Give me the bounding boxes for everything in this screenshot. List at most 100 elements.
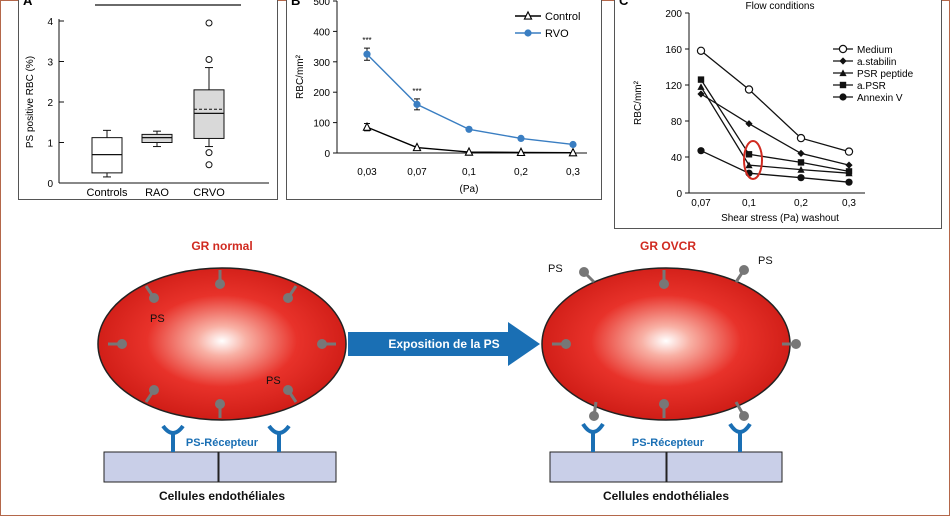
exposure-arrow-label: Exposition de la PS: [388, 337, 499, 351]
left-rbc-title: GR normal: [191, 239, 252, 253]
data-point: [797, 159, 805, 166]
x-tick-label: 0,03: [357, 167, 377, 178]
legend-marker: [524, 29, 532, 37]
legend-label: Annexin V: [857, 93, 903, 104]
x-tick-label: 0,2: [514, 167, 528, 178]
right-receptor-label: PS-Récepteur: [632, 437, 705, 449]
y-tick-label: 200: [665, 9, 682, 20]
y-tick-label: 80: [671, 117, 683, 128]
y-axis-label: RBC/mm²: [633, 80, 644, 125]
ps-head: [791, 339, 801, 349]
ps-molecule: [283, 285, 298, 303]
legend-marker: [838, 44, 848, 54]
data-point: [696, 46, 706, 56]
data-point: [745, 120, 753, 128]
ps-head: [561, 339, 571, 349]
data-point: [745, 151, 753, 158]
ps-head: [317, 339, 327, 349]
legend-marker: [839, 69, 847, 77]
x-tick-label: 0,1: [462, 167, 476, 178]
ps-molecule: [215, 270, 225, 289]
ps-label-left-2: PS: [266, 375, 281, 387]
significance-label: ***: [362, 36, 371, 45]
ps-molecule: [579, 267, 596, 284]
chart-b: 0 100 200 300 400 500 RBC/mm² 0,03 0,07 0,1 0,2 0,3…: [295, 0, 587, 195]
legend-marker: [839, 81, 847, 89]
data-point: [744, 85, 754, 94]
y-axis-label: RBC/mm²: [295, 54, 306, 99]
ps-receptor: [161, 424, 185, 452]
exposure-arrow: Exposition de la PS: [348, 322, 540, 366]
endothelial-cell: [103, 451, 219, 483]
x-tick-label: 0,1: [742, 198, 756, 209]
x-tick-label: CRVO: [193, 187, 225, 199]
x-axis-label: (Pa): [460, 184, 479, 195]
legend-marker: [839, 93, 847, 101]
data-point: [845, 168, 853, 175]
legend-marker: [523, 10, 533, 20]
ps-head: [283, 293, 293, 303]
x-tick-label: 0,2: [794, 198, 808, 209]
legend-label: PSR peptide: [857, 69, 914, 80]
ps-molecule: [283, 385, 298, 403]
data-point: [697, 90, 705, 98]
box-iqr: [193, 89, 225, 139]
ps-label-right-2: PS: [758, 255, 773, 267]
box-rao: [141, 130, 173, 148]
right-endothelium: PS-Récepteur Cellules endothéliales: [549, 422, 783, 503]
ps-molecule: [144, 385, 159, 403]
right-rbc: [541, 265, 801, 421]
series-psr-peptide: [697, 83, 853, 177]
series-line: [700, 150, 850, 183]
outlier-point: [205, 55, 213, 63]
series-a-stabilin: [697, 90, 853, 169]
series-line: [700, 79, 850, 173]
panel-a: A 0 1 2 3 4 PS positive RBC (%) Controls RAO CRV…: [18, 0, 278, 200]
ps-label-right-1: PS: [548, 263, 563, 275]
y-tick-label: 200: [313, 88, 330, 99]
y-tick-label: 500: [313, 0, 330, 8]
y-tick-label: 3: [47, 58, 53, 69]
data-point: [363, 50, 371, 58]
data-point: [464, 146, 474, 156]
data-point: [797, 174, 805, 182]
panel-a-label: A: [23, 0, 33, 8]
data-point: [412, 142, 422, 152]
outlier-point: [205, 149, 213, 157]
ps-molecule: [782, 339, 801, 349]
series-control: [362, 121, 578, 157]
left-receptor-label: PS-Récepteur: [186, 437, 259, 449]
x-axis-label: Shear stress (Pa) washout: [721, 213, 839, 224]
data-point: [362, 121, 372, 131]
ps-receptor-bound: [728, 422, 752, 452]
y-tick-label: 160: [665, 45, 682, 56]
x-tick-label: Controls: [87, 187, 128, 199]
panel-b-label: B: [291, 0, 301, 8]
data-point: [465, 125, 473, 133]
y-tick-label: 0: [324, 149, 330, 160]
x-tick-label: 0,07: [691, 198, 711, 209]
ps-label-left-1: PS: [150, 313, 165, 325]
y-tick-label: 0: [47, 179, 53, 190]
box-iqr: [91, 137, 123, 174]
data-point: [796, 133, 806, 143]
data-point: [413, 100, 421, 108]
y-tick-label: 100: [313, 119, 330, 130]
chart-title: Flow conditions: [746, 1, 815, 12]
chart-a: 0 1 2 3 4 PS positive RBC (%) Controls RAO CRVO: [25, 4, 269, 199]
panel-b: B 0 100 200 300 400 500 RBC/mm² 0,03 0,07 0,1 0,2 0…: [286, 0, 602, 200]
y-tick-label: 0: [676, 189, 682, 200]
ps-head: [739, 265, 749, 275]
y-tick-label: 1: [47, 139, 53, 150]
left-rbc-body: [97, 267, 347, 421]
data-point: [845, 161, 853, 169]
ps-head: [149, 385, 159, 395]
ps-molecule: [144, 285, 159, 303]
y-tick-label: 400: [313, 27, 330, 38]
right-rbc-body: [541, 267, 791, 421]
significance-label: ***: [412, 87, 421, 96]
y-tick-label: 40: [671, 153, 683, 164]
x-tick-label: 0,07: [407, 167, 427, 178]
legend-label: Control: [545, 11, 580, 23]
series-annexin-v: [697, 147, 853, 186]
